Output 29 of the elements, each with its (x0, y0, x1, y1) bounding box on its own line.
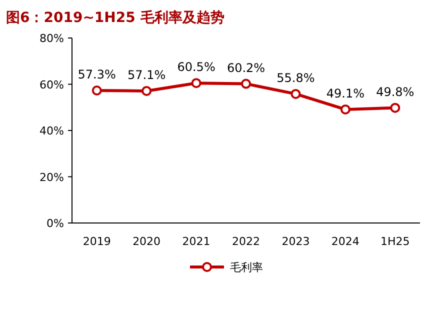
x-tick-label: 2024 (331, 235, 360, 248)
x-tick-label: 2019 (82, 235, 111, 248)
point (340, 104, 350, 114)
text: 60.2% (226, 60, 266, 75)
point (290, 88, 301, 99)
text: 49.1% (326, 86, 364, 100)
text: 60.5% (177, 60, 216, 74)
y-tick-label: 80% (40, 32, 64, 45)
x-tick-label: 2022 (232, 235, 260, 248)
legend: 毛利率 (190, 261, 263, 274)
x-tick-label: 1H25 (380, 235, 410, 248)
y-tick-label: 40% (40, 124, 64, 138)
point (191, 78, 202, 88)
text: 55.8% (276, 70, 315, 85)
point (92, 85, 102, 96)
y-tick-label: 0% (46, 217, 64, 230)
x-tick-label: 2023 (282, 235, 310, 248)
text: 49.8% (376, 84, 414, 99)
chart-title: 图6：2019~1H25 毛利率及趋势 (6, 9, 224, 26)
x-tick-label: 2021 (182, 235, 210, 248)
point (142, 86, 152, 96)
y-tick-label: 60% (40, 78, 64, 92)
legend-label: 毛利率 (230, 261, 263, 274)
x-tick-label: 2020 (132, 235, 161, 248)
y-tick-label: 20% (40, 170, 64, 184)
text: 57.1% (128, 68, 166, 82)
text: 57.3% (78, 67, 116, 82)
point (390, 102, 400, 113)
point (241, 78, 251, 89)
